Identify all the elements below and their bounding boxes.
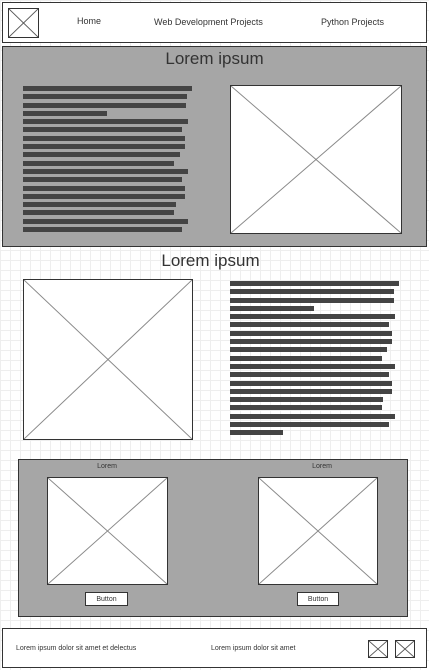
- nav-web-development-link[interactable]: Web Development Projects: [154, 17, 263, 27]
- section-two-text-block: [230, 281, 400, 439]
- footer-bar: [2, 628, 427, 668]
- nav-home-link[interactable]: Home: [77, 16, 102, 26]
- header-bar: [2, 2, 427, 43]
- hero-text-block: [23, 86, 193, 235]
- card-label: Lorem: [97, 463, 117, 470]
- section-two-image-placeholder: [23, 279, 193, 440]
- footer-text-center: Lorem ipsum dolor sit amet: [211, 645, 296, 652]
- section-two-title: Lorem ipsum: [161, 251, 260, 270]
- footer-text-left: Lorem ipsum dolor sit amet et delectus: [16, 645, 137, 652]
- image-placeholder-icon[interactable]: [368, 640, 388, 658]
- image-placeholder-icon[interactable]: [8, 8, 39, 38]
- hero-title: Lorem ipsum: [165, 49, 264, 68]
- card-image-placeholder: [258, 477, 378, 585]
- card-image-placeholder: [47, 477, 168, 585]
- card-button[interactable]: Button: [297, 592, 339, 606]
- nav-python-projects-link[interactable]: Python Projects: [321, 17, 385, 27]
- card-button[interactable]: Button: [85, 592, 128, 606]
- hero-image-placeholder: [230, 85, 402, 234]
- image-placeholder-icon[interactable]: [395, 640, 415, 658]
- card-label: Lorem: [312, 463, 332, 470]
